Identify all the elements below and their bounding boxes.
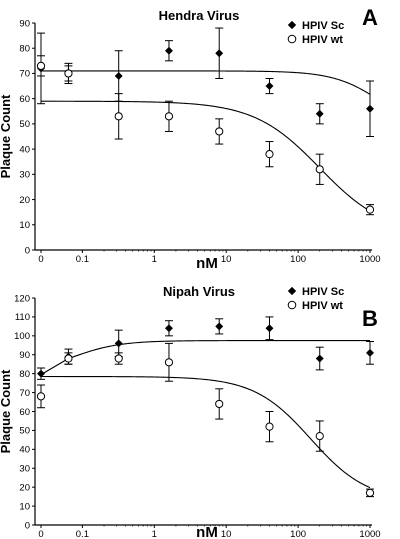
data-point-wt [365, 205, 375, 214]
y-tick-label: 40 [19, 144, 30, 155]
y-tick-label: 90 [19, 18, 30, 29]
data-point-sc [265, 82, 274, 91]
legend-label: HPIV Sc [302, 20, 344, 32]
x-tick-label: 0.1 [76, 254, 89, 265]
x-axis-title: nM [196, 524, 218, 539]
x-tick-label: 1000 [359, 529, 380, 539]
x-axis-title: nM [196, 255, 218, 272]
panel-hendra: 0 10 20 30 40 50 60 70 80 90 0 0.1 1 10 100 1000 Hendra … [0, 5, 381, 272]
data-point-sc [315, 109, 324, 118]
legend-marker-sc [287, 20, 297, 30]
fit-curve [40, 100, 371, 212]
panel-letter: B [362, 306, 378, 331]
y-tick-label: 30 [19, 170, 30, 181]
y-tick-label: 90 [19, 350, 30, 361]
x-tick-label: 0 [38, 254, 43, 265]
data-point-wt [114, 112, 123, 121]
data-point-sc [215, 322, 224, 331]
data-point-sc [164, 324, 173, 333]
y-tick-label: 110 [15, 312, 30, 323]
panel-letter: A [362, 5, 378, 30]
data-point-wt [365, 488, 375, 497]
data-point-sc [114, 339, 123, 348]
x-tick-label: 0 [38, 529, 43, 539]
x-tick-label: 1000 [359, 254, 380, 265]
data-point-wt [215, 127, 224, 136]
data-point-sc [366, 104, 374, 113]
x-tick-label: 0.1 [76, 529, 89, 539]
y-tick-label: 80 [19, 44, 30, 55]
fit-curve [40, 70, 371, 95]
data-point-sc [37, 369, 45, 378]
data-point-wt [164, 358, 174, 367]
y-tick-label: 100 [14, 331, 30, 342]
legend-marker-wt [287, 34, 297, 44]
x-tick-label: 10 [221, 254, 232, 265]
panel-title: Nipah Virus [163, 284, 235, 299]
data-point-wt [164, 112, 174, 121]
data-point-sc [366, 348, 374, 357]
fit-curve [40, 375, 371, 489]
data-point-wt [114, 354, 123, 363]
legend-marker-sc [287, 286, 297, 296]
y-axis-title: Plaque Count [0, 369, 13, 453]
y-tick-label: 70 [19, 69, 30, 80]
data-point-wt [315, 431, 324, 441]
y-tick-label: 60 [19, 94, 30, 105]
data-point-sc [215, 49, 224, 58]
x-tick-label: 1 [152, 529, 157, 539]
panel-title: Hendra Virus [159, 8, 240, 23]
data-point-wt [36, 61, 46, 70]
data-point-wt [265, 422, 274, 431]
data-point-sc [265, 324, 274, 333]
y-tick-label: 50 [19, 119, 30, 130]
x-tick-label: 100 [290, 529, 306, 539]
legend-marker-wt [287, 300, 297, 310]
y-tick-label: 20 [19, 482, 30, 493]
x-tick-label: 10 [221, 529, 232, 539]
data-point-wt [215, 399, 224, 409]
data-point-sc [315, 354, 324, 363]
y-axis-title: Plaque Count [0, 94, 13, 178]
y-tick-label: 70 [19, 388, 30, 399]
data-point-sc [164, 46, 173, 55]
y-tick-label: 10 [19, 220, 30, 231]
x-tick-label: 1 [152, 254, 157, 265]
y-tick-label: 60 [19, 407, 30, 418]
y-tick-label: 10 [19, 501, 30, 512]
y-tick-label: 120 [14, 293, 30, 304]
legend-label: HPIV wt [302, 34, 343, 46]
y-tick-label: 40 [19, 445, 30, 456]
y-tick-label: 80 [19, 369, 30, 380]
data-point-wt [265, 150, 274, 159]
legend-label: HPIV wt [302, 300, 343, 312]
data-point-wt [64, 354, 73, 363]
data-point-wt [64, 69, 73, 78]
data-point-wt [315, 165, 324, 174]
data-point-sc [114, 72, 123, 80]
y-tick-label: 20 [19, 195, 30, 206]
y-tick-label: 0 [25, 520, 30, 531]
y-tick-label: 50 [19, 426, 30, 437]
y-tick-label: 0 [25, 245, 30, 256]
data-point-wt [36, 392, 46, 401]
x-tick-label: 100 [290, 254, 306, 265]
y-tick-label: 30 [19, 464, 30, 475]
legend-label: HPIV Sc [302, 286, 344, 298]
